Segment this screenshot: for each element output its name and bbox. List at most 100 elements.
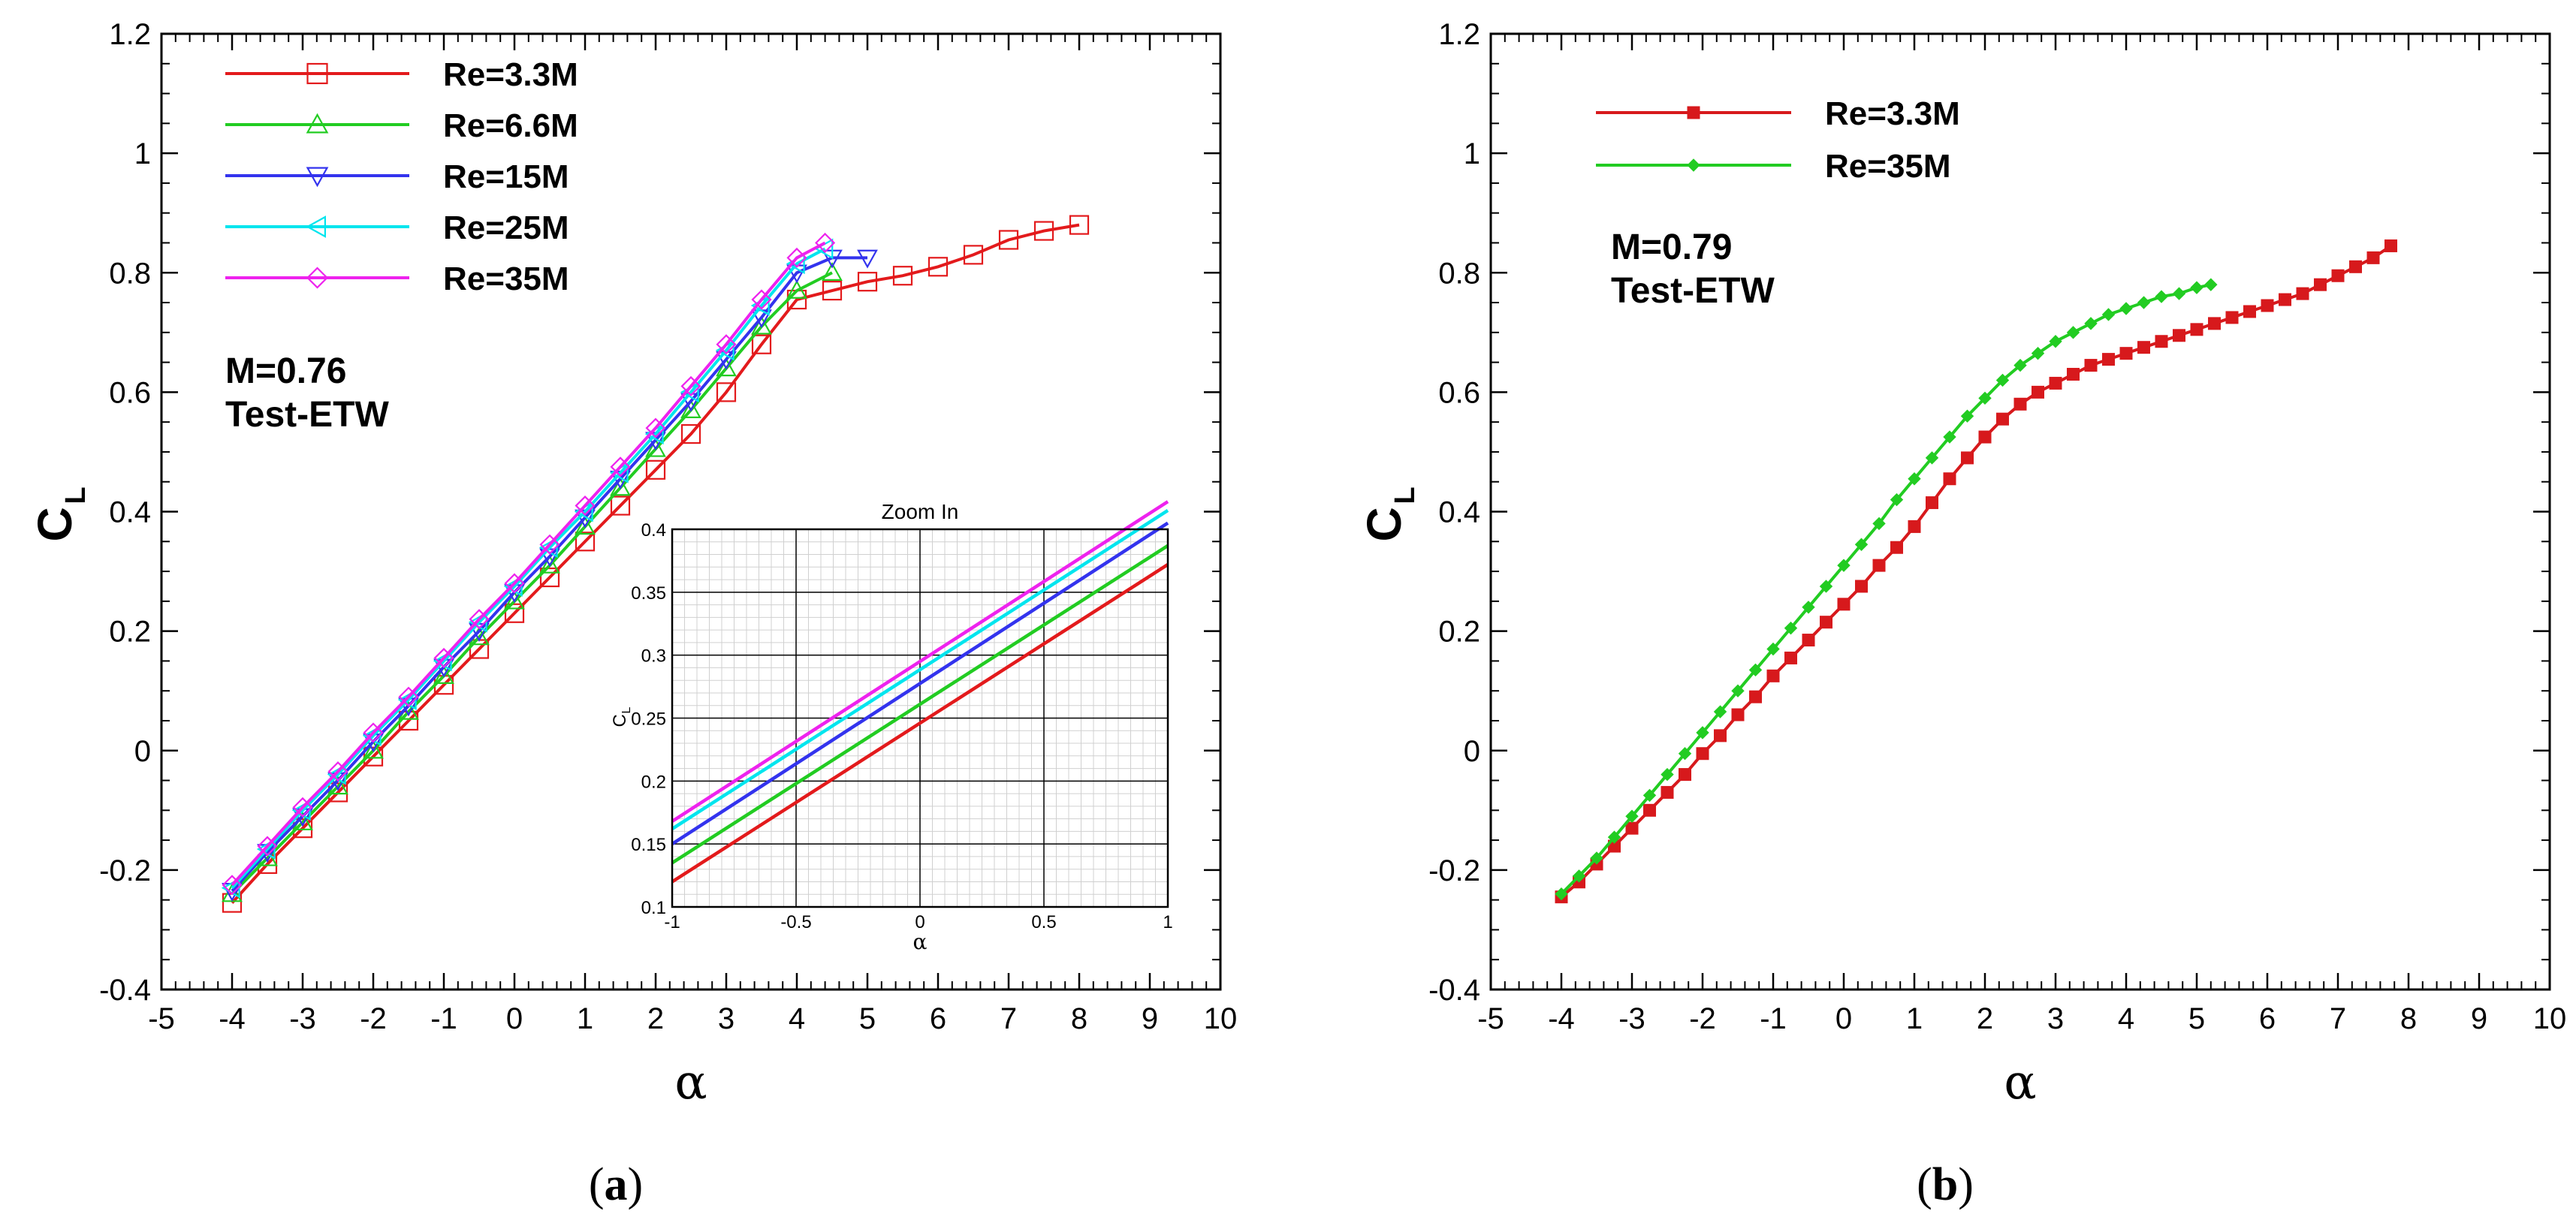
data-point bbox=[963, 245, 984, 265]
data-point bbox=[1784, 621, 1798, 635]
x-tick-label: -3 bbox=[289, 1002, 316, 1035]
data-point bbox=[2049, 335, 2062, 348]
x-tick-label: 4 bbox=[789, 1002, 805, 1035]
inset-series-line bbox=[671, 508, 1169, 830]
data-point bbox=[539, 534, 560, 555]
series-Re=35M bbox=[222, 232, 836, 896]
y-axis-label-subscript: L bbox=[60, 486, 92, 504]
data-point bbox=[2384, 239, 2397, 252]
x-tick-label: 4 bbox=[2118, 1002, 2134, 1035]
data-point bbox=[1890, 493, 1904, 507]
y-tick-label: 0.6 bbox=[109, 376, 151, 409]
legend-label: Re=25M bbox=[443, 209, 569, 246]
data-point bbox=[1696, 726, 1709, 740]
data-point bbox=[645, 459, 666, 480]
legend-marker bbox=[1687, 106, 1700, 119]
data-point bbox=[1837, 559, 1851, 572]
inset-frame bbox=[671, 528, 1169, 908]
data-point bbox=[2172, 287, 2186, 300]
data-point bbox=[1978, 391, 1992, 405]
y-tick-label: -0.2 bbox=[99, 854, 151, 887]
data-point bbox=[610, 496, 631, 516]
annotation-text: Test-ETW bbox=[1611, 271, 1775, 311]
data-point bbox=[292, 797, 313, 818]
legend-marker bbox=[306, 267, 329, 289]
annotation-text: M=0.79 bbox=[1611, 227, 1732, 267]
data-point bbox=[327, 761, 348, 782]
data-point bbox=[857, 272, 878, 292]
y-tick-label: 0.8 bbox=[1438, 257, 1480, 290]
y-tick-label: 0 bbox=[134, 735, 151, 768]
data-point bbox=[575, 495, 596, 517]
x-tick-label: 2 bbox=[1977, 1002, 1993, 1035]
x-tick-label: -4 bbox=[1548, 1002, 1575, 1035]
legend-marker bbox=[306, 62, 328, 85]
data-point bbox=[2314, 278, 2327, 291]
y-tick-label: 1.2 bbox=[109, 18, 151, 51]
data-point bbox=[2349, 260, 2362, 273]
data-point bbox=[2084, 317, 2098, 330]
inset-y-tick-label: 0.35 bbox=[631, 583, 666, 604]
data-point bbox=[822, 261, 843, 281]
data-point bbox=[1731, 684, 1745, 697]
data-point bbox=[1643, 803, 1656, 817]
data-point bbox=[2155, 290, 2168, 303]
data-point bbox=[2225, 311, 2239, 324]
inset-title: Zoom In bbox=[882, 500, 959, 523]
x-tick-label: 10 bbox=[2533, 1002, 2567, 1035]
data-point bbox=[1590, 851, 1603, 865]
data-point bbox=[1802, 601, 1815, 614]
data-point bbox=[1872, 559, 1886, 572]
inset-y-tick-label: 0.4 bbox=[641, 520, 666, 541]
data-point bbox=[539, 554, 560, 574]
series-line bbox=[231, 271, 833, 896]
y-tick-label: 0 bbox=[1464, 735, 1480, 768]
y-tick-label: 0.8 bbox=[109, 257, 151, 290]
data-point bbox=[1890, 541, 1903, 554]
legend-label: Re=3.3M bbox=[1825, 95, 1960, 132]
data-point bbox=[504, 590, 525, 610]
data-point bbox=[1572, 869, 1586, 883]
data-point bbox=[433, 665, 454, 684]
y-tick-label: 0.4 bbox=[1438, 496, 1480, 529]
chart-panel-b: -5 -4 -3 -2 -1 0 1 2 3 4 5 6 7 8 9 10 -0.4 -0.2 0 0.2 0.4 0.6… bbox=[1357, 18, 2566, 1210]
x-tick-label: 7 bbox=[1000, 1002, 1017, 1035]
inset-y-tick-label: 0.15 bbox=[631, 835, 666, 855]
data-point bbox=[2032, 385, 2044, 399]
data-point bbox=[575, 532, 596, 552]
x-tick-label: 6 bbox=[930, 1002, 946, 1035]
data-point bbox=[398, 686, 419, 707]
data-point bbox=[1926, 496, 1938, 510]
x-tick-label: 3 bbox=[2047, 1002, 2064, 1035]
x-axis-label: α bbox=[2004, 1055, 2036, 1110]
series-Re=3.3M bbox=[1555, 239, 2397, 904]
y-tick-label: -0.4 bbox=[1428, 974, 1480, 1007]
x-tick-label: -2 bbox=[1689, 1002, 1716, 1035]
inset-x-tick-label: 0 bbox=[915, 912, 925, 932]
data-point bbox=[1908, 520, 1921, 533]
y-tick-label: 1 bbox=[1464, 137, 1480, 170]
data-point bbox=[1607, 830, 1621, 844]
inset-series-line bbox=[671, 500, 1169, 823]
data-point bbox=[1731, 708, 1745, 721]
data-point bbox=[1033, 221, 1054, 241]
data-point bbox=[1961, 451, 1974, 465]
y-axis-label: C bbox=[28, 507, 82, 541]
data-point bbox=[2279, 293, 2291, 306]
x-tick-label: -1 bbox=[1760, 1002, 1787, 1035]
data-point bbox=[1696, 747, 1709, 761]
series-line bbox=[1560, 244, 2392, 899]
data-point bbox=[1748, 663, 1763, 677]
data-point bbox=[822, 281, 843, 301]
data-point bbox=[2190, 281, 2203, 294]
data-point bbox=[575, 516, 596, 535]
data-point bbox=[786, 247, 807, 268]
legend: Re=3.3M Re=6.6M Re=15M Re=25M Re=35M bbox=[225, 56, 578, 297]
data-point bbox=[1625, 809, 1639, 823]
caption-open-paren: ( bbox=[589, 1159, 605, 1210]
data-point bbox=[1908, 472, 1921, 486]
data-point bbox=[1978, 430, 1992, 444]
inset-x-tick-label: 1 bbox=[1163, 912, 1172, 932]
legend-label: Re=15M bbox=[443, 158, 569, 195]
inset-series-line bbox=[671, 544, 1169, 865]
